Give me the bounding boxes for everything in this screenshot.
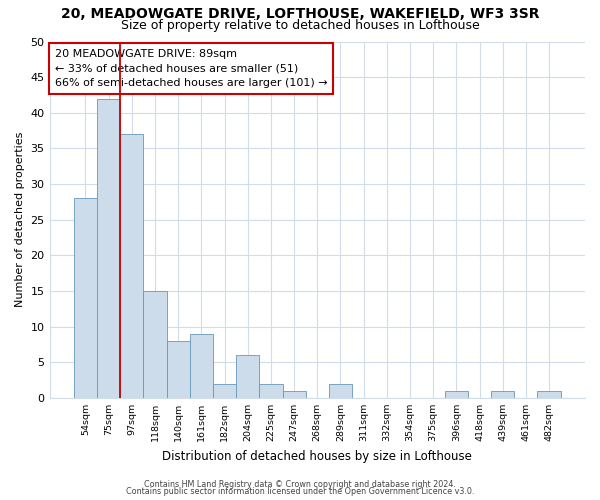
Bar <box>190 334 213 398</box>
Bar <box>236 355 259 398</box>
Text: 20, MEADOWGATE DRIVE, LOFTHOUSE, WAKEFIELD, WF3 3SR: 20, MEADOWGATE DRIVE, LOFTHOUSE, WAKEFIE… <box>61 8 539 22</box>
Bar <box>445 390 468 398</box>
Text: 20 MEADOWGATE DRIVE: 89sqm
← 33% of detached houses are smaller (51)
66% of semi: 20 MEADOWGATE DRIVE: 89sqm ← 33% of deta… <box>55 48 328 88</box>
Bar <box>213 384 236 398</box>
Bar <box>167 341 190 398</box>
Bar <box>329 384 352 398</box>
Bar <box>120 134 143 398</box>
Y-axis label: Number of detached properties: Number of detached properties <box>15 132 25 308</box>
Bar <box>538 390 560 398</box>
Bar <box>491 390 514 398</box>
Bar <box>283 390 305 398</box>
Text: Size of property relative to detached houses in Lofthouse: Size of property relative to detached ho… <box>121 18 479 32</box>
Text: Contains HM Land Registry data © Crown copyright and database right 2024.: Contains HM Land Registry data © Crown c… <box>144 480 456 489</box>
Bar <box>97 98 120 398</box>
X-axis label: Distribution of detached houses by size in Lofthouse: Distribution of detached houses by size … <box>163 450 472 462</box>
Text: Contains public sector information licensed under the Open Government Licence v3: Contains public sector information licen… <box>126 487 474 496</box>
Bar <box>259 384 283 398</box>
Bar <box>143 291 167 398</box>
Bar <box>74 198 97 398</box>
